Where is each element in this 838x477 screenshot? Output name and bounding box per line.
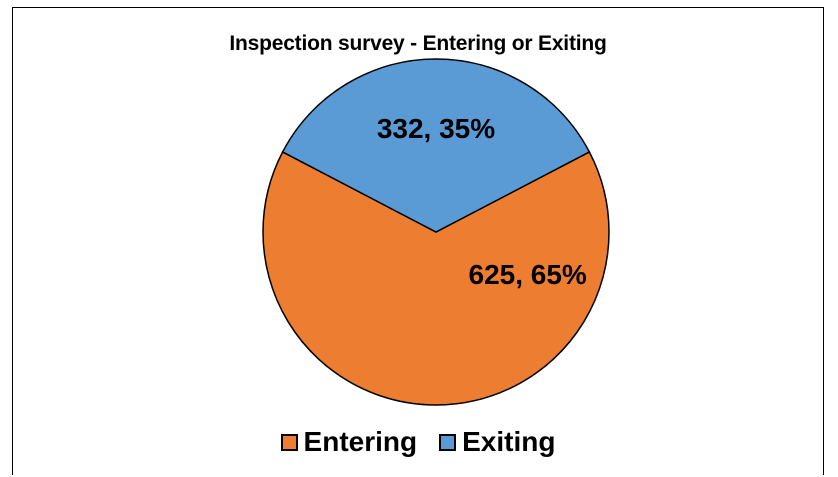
pie-slice-entering <box>262 150 610 406</box>
pie-slice-exiting <box>281 58 591 233</box>
legend-swatch-exiting <box>439 433 457 451</box>
legend-label-entering: Entering <box>303 426 418 457</box>
chart-area: Inspection survey - Entering or Exiting … <box>12 7 824 475</box>
chart-title: Inspection survey - Entering or Exiting <box>229 32 607 55</box>
pie-chart: 625, 65% 332, 35% <box>262 58 610 406</box>
legend: Entering Exiting <box>13 426 823 458</box>
data-label-entering: 625, 65% <box>469 259 587 290</box>
legend-label-exiting: Exiting <box>462 426 556 457</box>
legend-swatch-entering <box>280 433 298 451</box>
data-label-exiting: 332, 35% <box>377 113 495 144</box>
legend-item-exiting: Exiting <box>439 426 555 458</box>
legend-item-entering: Entering <box>280 426 418 458</box>
